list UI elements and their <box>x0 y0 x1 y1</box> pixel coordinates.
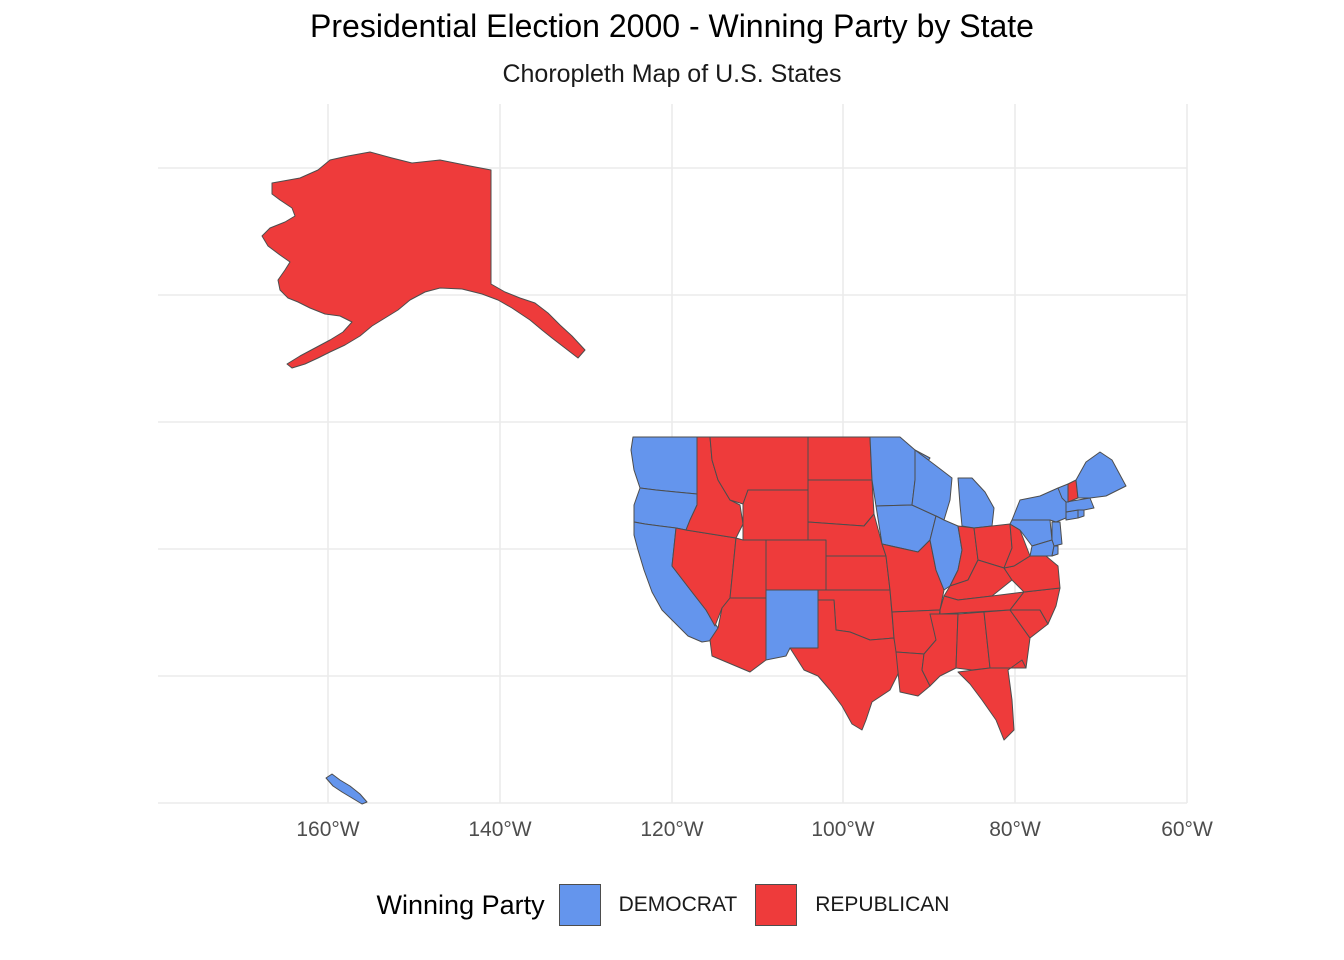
state-polygons <box>261 151 1127 805</box>
state-ca <box>633 521 719 643</box>
legend-key-democrat <box>558 884 601 926</box>
chart-subtitle: Choropleth Map of U.S. States <box>502 60 842 88</box>
x-tick-label: 140°W <box>468 818 531 841</box>
legend-key-republican <box>755 884 798 926</box>
legend-label-democrat: DEMOCRAT <box>618 893 738 916</box>
chart-title: Presidential Election 2000 - Winning Par… <box>310 8 1034 44</box>
state-hi <box>325 773 368 805</box>
state-mi <box>957 477 995 529</box>
x-tick-label: 160°W <box>296 818 359 841</box>
state-vt <box>1057 483 1069 503</box>
legend-title: Winning Party <box>376 889 545 920</box>
state-mo <box>881 539 945 613</box>
state-de <box>1051 545 1059 557</box>
state-ak <box>261 151 586 369</box>
state-ga <box>983 609 1031 669</box>
state-nd <box>807 436 873 481</box>
state-wy <box>742 489 809 541</box>
state-tx <box>789 599 901 731</box>
state-nj <box>1051 521 1063 547</box>
state-sd <box>807 479 875 527</box>
x-tick-label: 80°W <box>989 818 1041 841</box>
x-axis-ticks: 160°W 140°W 120°W 100°W 80°W 60°W <box>296 818 1213 841</box>
state-co <box>765 539 827 591</box>
legend-label-republican: REPUBLICAN <box>815 893 950 916</box>
state-ri <box>1077 509 1085 519</box>
legend: Winning Party DEMOCRAT REPUBLICAN <box>0 884 1344 926</box>
state-ks <box>825 555 891 591</box>
x-tick-label: 60°W <box>1161 818 1213 841</box>
x-tick-label: 120°W <box>640 818 703 841</box>
state-fl <box>957 659 1027 741</box>
state-wa <box>630 436 698 495</box>
x-tick-label: 100°W <box>811 818 874 841</box>
state-me <box>1075 451 1127 499</box>
